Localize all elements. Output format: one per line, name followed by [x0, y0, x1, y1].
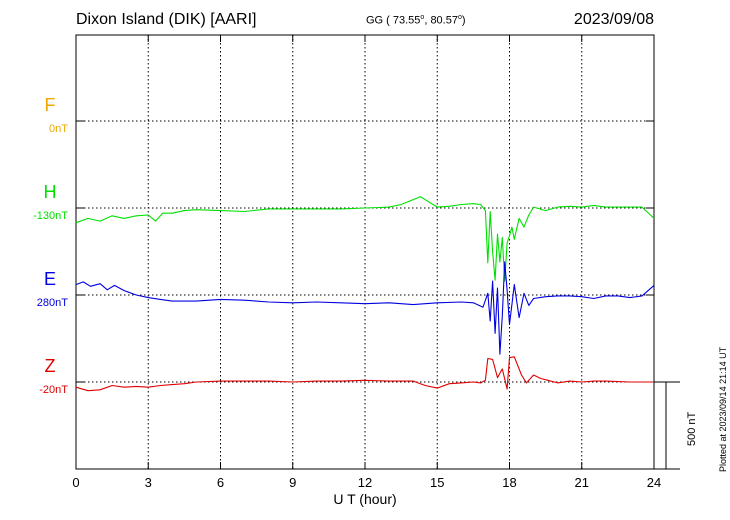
- date-label: 2023/09/08: [573, 11, 654, 28]
- scale-bar-label: 500 nT: [686, 411, 698, 446]
- x-tick-label-9: 9: [289, 475, 296, 490]
- baseline-label-e: 280nT: [36, 297, 68, 309]
- x-axis-label: U T (hour): [333, 491, 397, 507]
- baseline-label-h: -130nT: [33, 210, 68, 222]
- series-label-f: F: [44, 95, 56, 115]
- x-tick-label-3: 3: [145, 475, 152, 490]
- x-tick-label-6: 6: [217, 475, 224, 490]
- x-tick-label-18: 18: [502, 475, 516, 490]
- coordinates-label: GG ( 73.55o, 80.57o): [366, 14, 466, 27]
- x-tick-label-0: 0: [72, 475, 79, 490]
- series-line-e: [75, 261, 655, 355]
- x-tick-label-15: 15: [430, 475, 444, 490]
- series-label-h: H: [43, 182, 57, 202]
- station-title: Dixon Island (DIK) [AARI]: [76, 11, 257, 28]
- series-label-e: E: [43, 269, 56, 289]
- baseline-label-z: -20nT: [39, 384, 68, 396]
- series-line-z: [75, 356, 654, 392]
- series-label-z: Z: [44, 356, 56, 376]
- x-tick-label-24: 24: [647, 475, 661, 490]
- baseline-label-f: 0nT: [49, 123, 68, 135]
- x-tick-label-12: 12: [358, 475, 372, 490]
- plotted-timestamp: Plotted at 2023/09/14 21:14 UT: [718, 346, 728, 472]
- x-tick-label-21: 21: [575, 475, 589, 490]
- series-line-h: [75, 196, 655, 282]
